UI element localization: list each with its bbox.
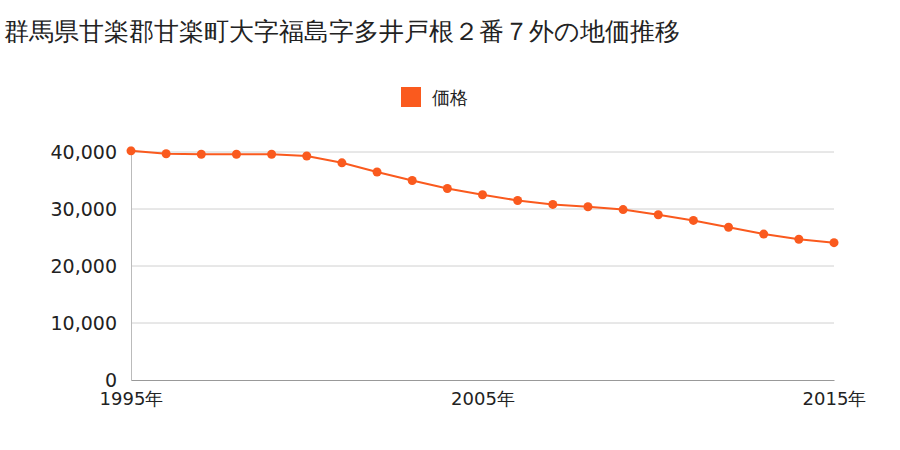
point bbox=[337, 158, 346, 167]
point bbox=[232, 150, 241, 159]
y-tick-label: 10,000 bbox=[51, 312, 117, 334]
point bbox=[759, 230, 768, 239]
y-axis-line bbox=[131, 147, 132, 381]
point bbox=[583, 202, 592, 211]
point bbox=[267, 150, 276, 159]
point bbox=[373, 167, 382, 176]
y-tick-label: 40,000 bbox=[51, 141, 117, 163]
y-tick-label: 30,000 bbox=[51, 198, 117, 220]
grid-line bbox=[131, 323, 834, 324]
title: 群馬県甘楽郡甘楽町大字福島字多井戸根２番７外の地価推移 bbox=[4, 17, 680, 46]
point bbox=[654, 210, 663, 219]
legend-swatch bbox=[401, 87, 421, 107]
grid-line bbox=[131, 209, 834, 210]
point bbox=[689, 216, 698, 225]
point bbox=[443, 184, 452, 193]
x-axis-line bbox=[132, 380, 835, 381]
x-tick: 2015年 bbox=[803, 380, 867, 409]
point bbox=[478, 190, 487, 199]
plot-area bbox=[127, 146, 839, 247]
grid-line bbox=[131, 266, 834, 267]
point bbox=[302, 151, 311, 160]
x-tick-label: 2005年 bbox=[451, 388, 515, 409]
chart: 群馬県甘楽郡甘楽町大字福島字多井戸根２番７外の地価推移価格010,00020,0… bbox=[0, 0, 900, 450]
x-tick-label: 2015年 bbox=[803, 388, 867, 409]
point bbox=[513, 196, 522, 205]
y-tick: 30,000 bbox=[51, 198, 131, 220]
point bbox=[619, 205, 628, 214]
x-axis: 1995年 2005年 2015年 bbox=[100, 380, 867, 409]
series-line bbox=[131, 151, 834, 243]
point bbox=[197, 150, 206, 159]
legend-label: 価格 bbox=[432, 87, 468, 108]
grid bbox=[131, 152, 834, 323]
y-tick: 10,000 bbox=[51, 312, 131, 334]
point bbox=[162, 149, 171, 158]
point bbox=[127, 146, 136, 155]
x-tick-label: 1995年 bbox=[100, 388, 164, 409]
point bbox=[408, 176, 417, 185]
x-tick: 2005年 bbox=[451, 380, 515, 409]
point bbox=[830, 238, 839, 247]
y-axis: 010,00020,00030,00040,000 bbox=[51, 141, 132, 391]
x-tick: 1995年 bbox=[100, 380, 164, 409]
point bbox=[794, 235, 803, 244]
point bbox=[724, 223, 733, 232]
point bbox=[548, 200, 557, 209]
y-tick: 20,000 bbox=[51, 255, 131, 277]
legend: 価格 bbox=[401, 87, 468, 108]
y-tick: 40,000 bbox=[51, 141, 131, 163]
y-tick-label: 20,000 bbox=[51, 255, 117, 277]
